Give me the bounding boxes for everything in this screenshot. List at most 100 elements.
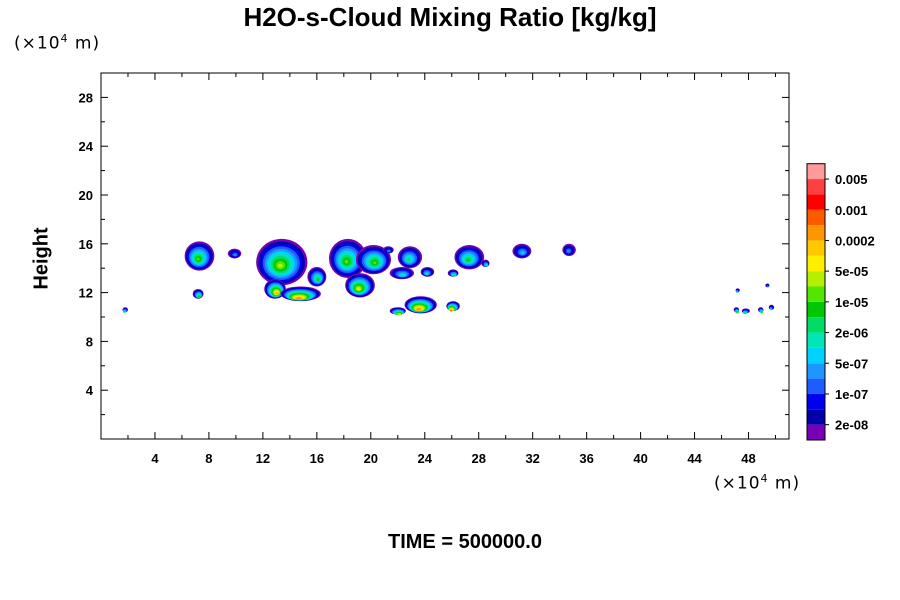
x-unit-suffix: m) <box>768 473 801 494</box>
cloud-cell <box>397 246 423 269</box>
cloud-cell <box>307 266 327 287</box>
colorbar-label-8: 0.005 <box>835 172 868 187</box>
cloud-cell <box>512 243 532 259</box>
cloud-cell <box>389 266 414 280</box>
colorbar-label-4: 1e-05 <box>835 295 868 310</box>
cloud-contour <box>198 295 201 298</box>
cloud-cell <box>382 246 394 254</box>
cloud-contour <box>397 313 402 316</box>
x-unit-prefix: (×10 <box>714 473 761 494</box>
x-tick-label-48: 48 <box>741 451 755 466</box>
x-unit-exponent: 4 <box>760 472 769 485</box>
cloud-cell <box>192 288 204 299</box>
cloud-contour <box>407 258 411 262</box>
x-axis-unit: (×104 m) <box>714 472 800 494</box>
x-tick-label-4: 4 <box>151 451 159 466</box>
colorbar-swatch <box>807 424 825 440</box>
cloud-cell <box>735 288 740 293</box>
cloud-cell <box>355 245 392 275</box>
y-tick-label-4: 4 <box>86 383 94 398</box>
colorbar-label-6: 0.0002 <box>835 233 875 248</box>
cloud-contour <box>296 297 302 300</box>
chart-title: H2O-s-Cloud Mixing Ratio [kg/kg] <box>243 2 657 32</box>
y-tick-label-16: 16 <box>79 237 93 252</box>
cloud-contour <box>761 312 763 314</box>
cloud-field <box>122 238 775 316</box>
cloud-cell <box>741 308 750 315</box>
colorbar-swatch <box>807 194 825 210</box>
cloud-cell <box>184 241 215 271</box>
cloud-cell <box>404 296 437 314</box>
cloud-cell <box>757 307 764 314</box>
colorbar-swatch <box>807 286 825 302</box>
cloud-cell <box>280 286 321 302</box>
cloud-contour <box>452 274 456 277</box>
cloud-cell <box>389 307 406 316</box>
cloud-contour <box>233 253 237 256</box>
time-label: TIME = 500000.0 <box>388 531 542 553</box>
cloud-cell <box>264 279 286 299</box>
cloud-cell <box>122 307 128 313</box>
cloud-contour <box>196 257 200 261</box>
x-tick-label-44: 44 <box>687 451 702 466</box>
colorbar-swatch <box>807 347 825 364</box>
y-tick-label-28: 28 <box>79 90 93 105</box>
cloud-contour <box>521 251 525 255</box>
colorbar-label-3: 2e-06 <box>835 326 868 341</box>
cloud-cell <box>765 283 770 288</box>
plot-frame <box>100 72 790 440</box>
cloud-contour <box>737 312 739 314</box>
y-unit-prefix: (×10 <box>14 33 61 54</box>
x-tick-label-24: 24 <box>418 451 433 466</box>
cloud-contour <box>276 292 278 295</box>
y-tick-label-8: 8 <box>86 334 93 349</box>
colorbar-swatch <box>807 301 825 318</box>
colorbar-swatch <box>807 225 825 241</box>
colorbar-swatch <box>807 332 825 348</box>
cloud-cell <box>420 266 435 277</box>
cloud-contour <box>769 308 772 310</box>
x-tick-label-16: 16 <box>310 451 324 466</box>
cloud-cell <box>481 259 490 267</box>
cloud-contour <box>373 261 377 265</box>
cloud-cell <box>447 269 459 277</box>
x-tick-label-32: 32 <box>525 451 539 466</box>
cloud-contour <box>387 250 391 253</box>
cloud-cell <box>328 238 367 278</box>
colorbar-swatch <box>807 393 825 410</box>
colorbar-swatch <box>807 163 825 180</box>
cloud-contour <box>277 263 283 268</box>
y-tick-label-20: 20 <box>79 188 93 203</box>
cloud-cell <box>454 245 485 270</box>
colorbar-swatch <box>807 378 825 394</box>
colorbar-swatch <box>807 240 825 256</box>
x-tick-label-20: 20 <box>364 451 378 466</box>
colorbar-label-5: 5e-05 <box>835 264 868 279</box>
cloud-contour <box>316 278 320 281</box>
x-tick-label-28: 28 <box>471 451 485 466</box>
colorbar-swatch <box>807 317 825 333</box>
cloud-contour <box>743 312 746 315</box>
y-unit-suffix: m) <box>68 33 101 54</box>
x-tick-label-36: 36 <box>579 451 593 466</box>
cloud-cell <box>768 304 775 310</box>
cloud-cell <box>733 307 740 314</box>
y-unit-exponent: 4 <box>60 32 69 45</box>
cloud-cell <box>446 301 460 312</box>
y-tick-label-12: 12 <box>79 286 93 301</box>
cloud-contour <box>416 308 421 311</box>
colorbar-label-1: 1e-07 <box>835 387 868 402</box>
colorbar-swatch <box>807 179 825 195</box>
cloud-contour <box>567 250 570 253</box>
cloud-contour <box>400 274 405 277</box>
y-axis-unit: (×104 m) <box>14 32 100 54</box>
x-tick-label-40: 40 <box>633 451 647 466</box>
cloud-contour <box>357 288 360 291</box>
cloud-contour <box>466 258 470 262</box>
cloud-cell <box>562 243 576 256</box>
y-tick-label-24: 24 <box>79 139 94 154</box>
cloud-contour <box>767 286 769 288</box>
colorbar-swatch <box>807 209 825 226</box>
